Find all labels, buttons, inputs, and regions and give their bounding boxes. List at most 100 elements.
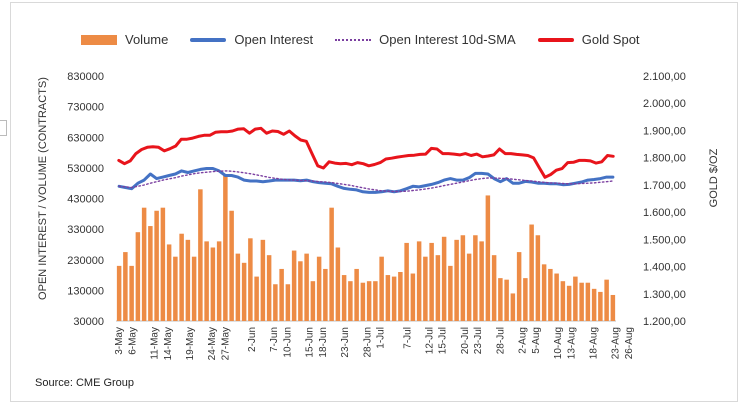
x-tick-label: 12-Jul [424,327,435,354]
volume-bar [185,239,191,321]
volume-bar [223,174,228,321]
volume-bar [216,241,222,321]
volume-bar [491,255,497,321]
volume-bar [198,189,203,321]
left-tick-label: 530000 [67,163,104,175]
right-axis-title: GOLD $/OZ [708,148,720,207]
x-tick-label: 20-Jul [460,327,471,354]
legend-item-sma: Open Interest 10d-SMA [335,32,516,47]
volume-bar [310,281,316,321]
volume-bar [248,238,253,321]
volume-bar [585,282,591,321]
right-tick-label: 1.300,00 [643,289,686,301]
left-tick-label: 230000 [67,255,104,267]
volume-bar [316,256,322,321]
volume-bar [129,265,134,321]
volume-bar [391,276,397,321]
volume-bar [191,256,197,321]
volume-bar [179,233,184,321]
x-tick-label: 14-May [163,327,174,360]
right-tick-label: 2.100,00 [643,71,686,83]
volume-bar [335,247,341,321]
legend-label-volume: Volume [125,32,169,47]
volume-bar [160,207,166,321]
open-interest-sma-line [118,170,614,193]
volume-bar [423,256,428,321]
x-tick-label: 24-May [207,327,218,360]
volume-bar [254,276,259,321]
legend-swatch-volume [81,34,117,45]
volume-bar [504,279,509,321]
volume-bar [229,210,234,321]
volume-bar [298,261,303,321]
legend-label-gold-spot: Gold Spot [581,32,640,47]
x-tick-label: 19-May [185,327,196,360]
volume-bar [529,224,534,321]
x-tick-label: 6-May [127,327,138,355]
x-tick-label: 26-Aug [624,327,635,359]
left-tick-label: 730000 [67,102,104,114]
open-interest-line [117,167,615,194]
volume-bar [579,282,584,321]
volume-bar [379,256,384,321]
x-tick-label: 13-Aug [566,327,577,359]
chart-canvas: 30000 130000 230000 330000 430000 530000 63000… [37,71,720,360]
source-note: Source: CME Group [35,377,135,389]
volume-bar [154,210,159,321]
volume-bar [473,235,478,321]
right-tick-label: 2.000,00 [643,98,686,110]
x-tick-label: 15-Jul [438,327,449,354]
left-tick-label: 830000 [67,71,104,83]
volume-bar [141,207,147,321]
x-tick-label: 10-Jun [283,327,294,358]
volume-bar [548,268,553,321]
volume-bar [510,293,516,321]
volume-bar [266,255,272,321]
x-tick-label: 5-Aug [531,327,542,354]
volume-bar [404,242,409,321]
volume-bar [173,256,178,321]
volume-bar [166,244,172,321]
volume-bar [360,282,366,321]
x-tick-label: 3-May [114,327,125,355]
left-axis-title: OPEN INTEREST / VOLUME (CONTRACTS) [37,77,49,300]
volume-bar [235,253,241,321]
legend-swatch-gold-spot [537,37,574,42]
x-tick-label: 2-Aug [518,327,529,354]
x-tick-label: 1-Jul [376,327,387,349]
left-tick-label: 130000 [67,285,104,297]
legend-swatch-sma [335,38,372,41]
legend-swatch-open-interest [190,37,227,42]
x-tick-label: 11-May [150,327,161,360]
legend: Volume Open Interest Open Interest 10d-S… [81,32,662,47]
volume-bar [285,284,291,321]
volume-bar [498,278,503,321]
right-tick-label: 1.800,00 [643,153,686,165]
x-tick-label: 2-Jun [247,327,258,352]
volume-bar [460,235,466,321]
volume-bar [466,253,472,321]
chart-frame: Volume Open Interest Open Interest 10d-S… [10,2,738,402]
volume-bar [354,268,359,321]
legend-item-open-interest: Open Interest [190,32,313,47]
volume-bar [341,275,347,321]
left-tick-label: 430000 [67,194,104,206]
volume-bar [441,236,447,321]
volume-bar [429,242,434,321]
right-tick-label: 1.400,00 [643,262,686,274]
volume-bar [348,281,353,321]
legend-label-open-interest: Open Interest [234,32,314,47]
x-tick-label: 15-Jun [305,327,316,358]
volume-bar [535,235,541,321]
volume-bar [135,232,141,321]
right-tick-label: 1.500,00 [643,234,686,246]
x-tick-label: 27-May [220,327,231,360]
volume-bar [304,253,309,321]
volume-bar [448,265,453,321]
volume-bar [610,294,616,321]
legend-item-gold-spot: Gold Spot [537,32,640,47]
volume-bar [323,268,328,321]
volume-bar [279,268,284,321]
volume-bar [410,273,416,321]
volume-bar [148,226,153,321]
